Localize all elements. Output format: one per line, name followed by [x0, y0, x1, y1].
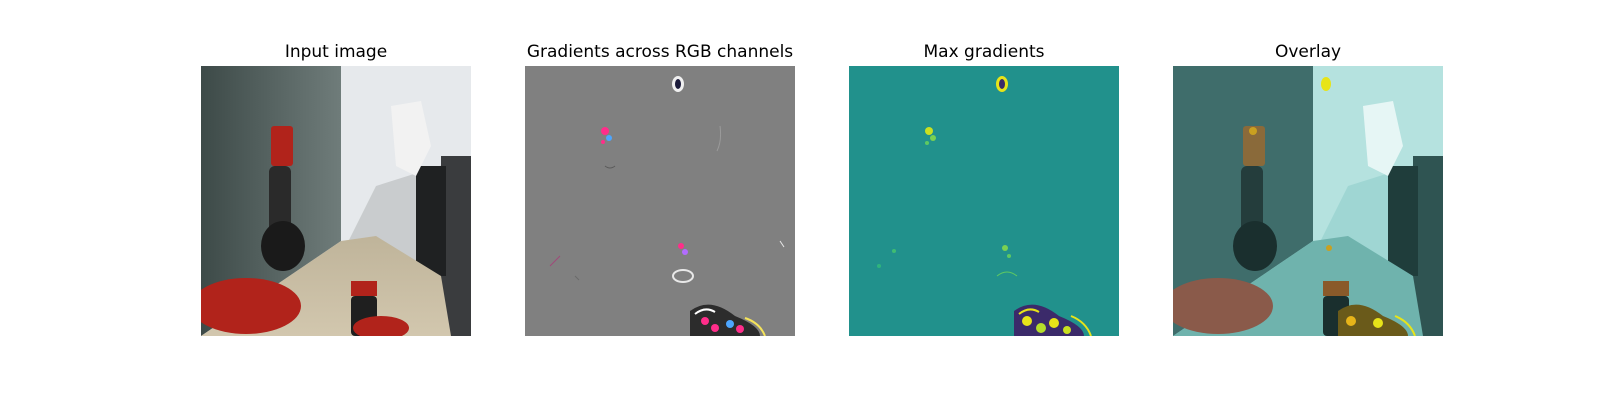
panel-title-rgb-gradients: Gradients across RGB channels	[526, 42, 794, 62]
max-gradients-image	[849, 66, 1119, 336]
panel-title-input-image: Input image	[284, 42, 388, 62]
panel-max-gradients: Max gradients	[849, 40, 1119, 336]
rgb-gradients-image	[525, 66, 795, 336]
panel-title-overlay: Overlay	[1274, 42, 1342, 62]
input-image	[201, 66, 471, 336]
panel-rgb-gradients: Gradients across RGB channels	[525, 40, 795, 336]
panel-input-image: Input image	[201, 40, 471, 336]
panel-overlay: Overlay	[1173, 40, 1443, 336]
panel-title-max-gradients: Max gradients	[923, 42, 1045, 62]
overlay-image	[1173, 66, 1443, 336]
